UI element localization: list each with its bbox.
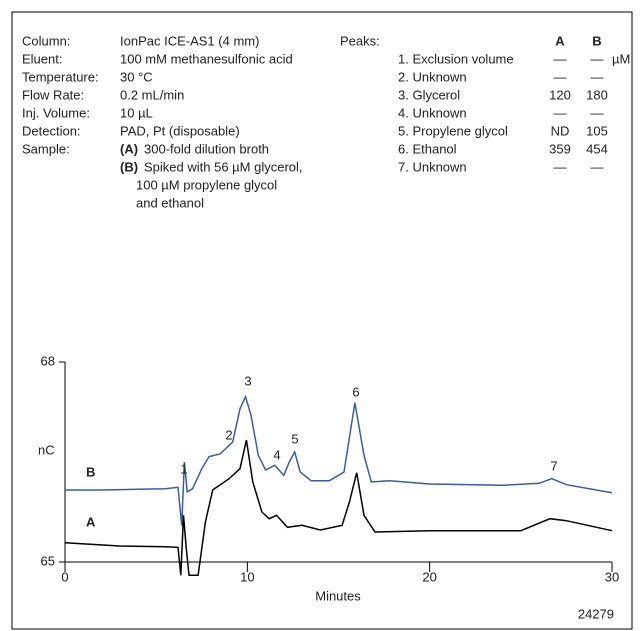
peak-name: 4. Unknown bbox=[398, 105, 467, 120]
condition-label: Eluent: bbox=[22, 51, 62, 66]
peak-name: 3. Glycerol bbox=[398, 87, 460, 102]
condition-value: 0.2 mL/min bbox=[120, 87, 184, 102]
peak-name: 5. Propylene glycol bbox=[398, 123, 508, 138]
condition-label: Sample: bbox=[22, 141, 70, 156]
peak-a: — bbox=[554, 51, 567, 66]
x-tick-label: 30 bbox=[605, 569, 619, 584]
peak-b: 105 bbox=[586, 123, 608, 138]
x-tick-label: 20 bbox=[422, 569, 436, 584]
peak-label: 5 bbox=[291, 431, 298, 446]
trace-label: B bbox=[86, 464, 95, 479]
peak-name: 2. Unknown bbox=[398, 69, 467, 84]
condition-label: Detection: bbox=[22, 123, 81, 138]
trace-label: A bbox=[86, 514, 96, 529]
x-tick-label: 10 bbox=[240, 569, 254, 584]
frame bbox=[11, 11, 633, 630]
col-head: B bbox=[592, 33, 601, 48]
y-axis-label: nC bbox=[38, 442, 55, 457]
x-tick-label: 0 bbox=[61, 569, 68, 584]
condition-value: 100 mM methanesulfonic acid bbox=[120, 51, 293, 66]
col-head: A bbox=[555, 33, 565, 48]
sample-text: and ethanol bbox=[136, 195, 204, 210]
peak-b: 180 bbox=[586, 87, 608, 102]
peak-a: 359 bbox=[549, 141, 571, 156]
condition-label: Inj. Volume: bbox=[22, 105, 90, 120]
peak-a: — bbox=[554, 69, 567, 84]
condition-label: Column: bbox=[22, 33, 70, 48]
peak-label: 1 bbox=[180, 461, 187, 476]
peak-a: — bbox=[554, 159, 567, 174]
peak-a: ND bbox=[551, 123, 570, 138]
condition-value: 10 µL bbox=[120, 105, 153, 120]
sample-text: 300-fold dilution broth bbox=[144, 141, 269, 156]
condition-label: Flow Rate: bbox=[22, 87, 84, 102]
peak-label: 3 bbox=[244, 373, 251, 388]
peak-b: — bbox=[591, 159, 604, 174]
sample-tag: (B) bbox=[120, 159, 138, 174]
peak-a: — bbox=[554, 105, 567, 120]
peak-label: 2 bbox=[225, 427, 232, 442]
sample-text: Spiked with 56 µM glycerol, bbox=[144, 159, 303, 174]
peaks-title: Peaks: bbox=[340, 33, 380, 48]
peak-name: 6. Ethanol bbox=[398, 141, 457, 156]
trace bbox=[64, 439, 613, 577]
peak-b: — bbox=[591, 51, 604, 66]
peak-name: 7. Unknown bbox=[398, 159, 467, 174]
peak-b: — bbox=[591, 105, 604, 120]
y-tick-label: 65 bbox=[41, 553, 55, 568]
condition-value: 30 °C bbox=[120, 69, 153, 84]
unit: µM bbox=[612, 51, 630, 66]
trace bbox=[65, 394, 613, 526]
x-axis-label: Minutes bbox=[315, 588, 361, 603]
peak-label: 4 bbox=[273, 447, 280, 462]
condition-label: Temperature: bbox=[22, 69, 99, 84]
condition-value: PAD, Pt (disposable) bbox=[120, 123, 240, 138]
peak-label: 7 bbox=[550, 458, 557, 473]
y-tick-label: 68 bbox=[41, 353, 55, 368]
sample-text: 100 µM propylene glycol bbox=[136, 177, 277, 192]
peak-label: 6 bbox=[352, 384, 359, 399]
peak-b: — bbox=[591, 69, 604, 84]
figure-id: 24279 bbox=[578, 606, 614, 621]
peak-name: 1. Exclusion volume bbox=[398, 51, 514, 66]
peak-b: 454 bbox=[586, 141, 608, 156]
content: Column: IonPac ICE-AS1 (4 mm) Eluent: 100 m… bbox=[22, 33, 630, 621]
sample-tag: (A) bbox=[120, 141, 138, 156]
peak-a: 120 bbox=[549, 87, 571, 102]
condition-value: IonPac ICE-AS1 (4 mm) bbox=[120, 33, 259, 48]
